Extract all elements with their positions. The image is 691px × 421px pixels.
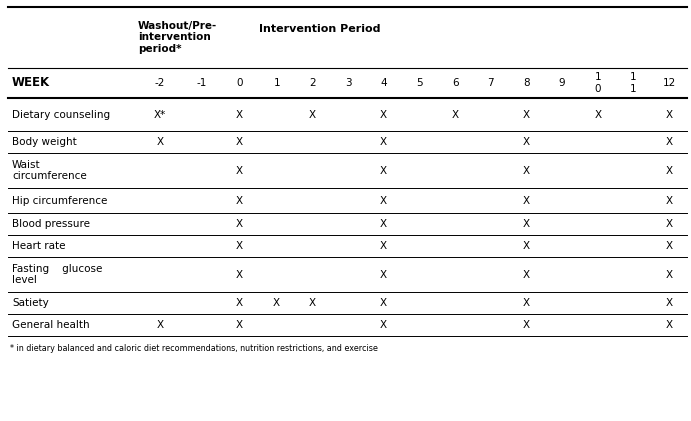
Text: X: X [523,109,530,120]
Text: X: X [523,241,530,251]
Text: X: X [380,241,387,251]
Text: * in dietary balanced and caloric diet recommendations, nutrition restrictions, : * in dietary balanced and caloric diet r… [10,344,378,353]
Text: General health: General health [12,320,90,330]
Text: X: X [380,219,387,229]
Text: X: X [665,241,673,251]
Text: X: X [523,219,530,229]
Text: X: X [523,137,530,147]
Text: 8: 8 [523,78,530,88]
Text: Hip circumference: Hip circumference [12,195,107,205]
Text: X: X [523,298,530,308]
Text: 7: 7 [487,78,494,88]
Text: Blood pressure: Blood pressure [12,219,90,229]
Text: X: X [380,320,387,330]
Text: X: X [156,320,164,330]
Text: X: X [665,219,673,229]
Text: X: X [665,165,673,176]
Text: X: X [380,298,387,308]
Text: Heart rate: Heart rate [12,241,66,251]
Text: Washout/Pre-
intervention
period*: Washout/Pre- intervention period* [138,21,217,54]
Text: 5: 5 [416,78,423,88]
Text: X: X [523,269,530,280]
Text: X: X [594,109,601,120]
Text: X: X [273,298,281,308]
Text: 2: 2 [309,78,316,88]
Text: X: X [236,195,243,205]
Text: X: X [665,195,673,205]
Text: X: X [236,241,243,251]
Text: X: X [380,165,387,176]
Text: X: X [380,195,387,205]
Text: X: X [523,195,530,205]
Text: 4: 4 [381,78,387,88]
Text: Waist
circumference: Waist circumference [12,160,87,181]
Text: X: X [380,269,387,280]
Text: 9: 9 [559,78,565,88]
Text: 0: 0 [236,78,243,88]
Text: -1: -1 [196,78,207,88]
Text: X: X [236,269,243,280]
Text: X: X [665,109,673,120]
Text: X: X [309,109,316,120]
Text: 1
1: 1 1 [630,72,637,94]
Text: X: X [236,109,243,120]
Text: X: X [236,137,243,147]
Text: 1
0: 1 0 [594,72,601,94]
Text: 3: 3 [345,78,351,88]
Text: -2: -2 [155,78,165,88]
Text: X: X [665,269,673,280]
Text: X: X [451,109,459,120]
Text: Body weight: Body weight [12,137,77,147]
Text: Satiety: Satiety [12,298,49,308]
Text: X: X [380,137,387,147]
Text: X: X [523,320,530,330]
Text: X: X [236,219,243,229]
Text: X: X [665,298,673,308]
Text: X*: X* [154,109,166,120]
Text: 12: 12 [663,78,676,88]
Text: 6: 6 [452,78,458,88]
Text: 1: 1 [274,78,280,88]
Text: Intervention Period: Intervention Period [259,24,380,35]
Text: X: X [665,137,673,147]
Text: X: X [236,298,243,308]
Text: X: X [380,109,387,120]
Text: Fasting    glucose
level: Fasting glucose level [12,264,102,285]
Text: X: X [156,137,164,147]
Text: Dietary counseling: Dietary counseling [12,109,110,120]
Text: X: X [309,298,316,308]
Text: X: X [236,320,243,330]
Text: X: X [665,320,673,330]
Text: X: X [236,165,243,176]
Text: X: X [523,165,530,176]
Text: WEEK: WEEK [12,77,50,90]
